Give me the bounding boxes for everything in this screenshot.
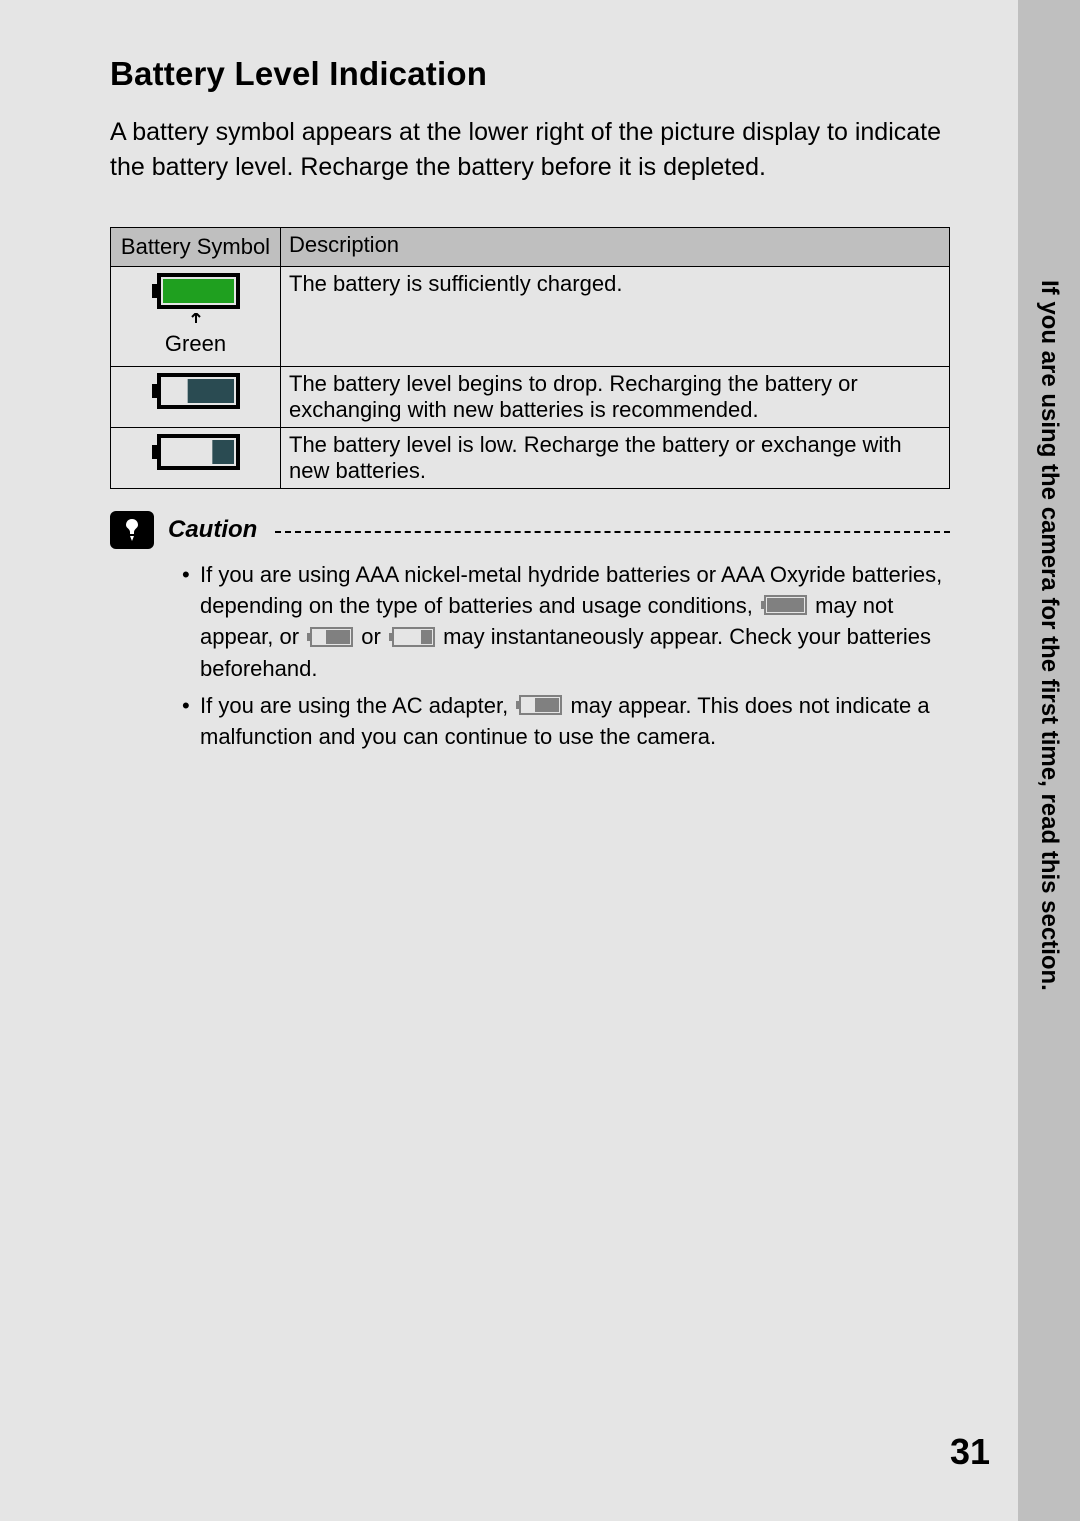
page-number: 31 <box>950 1431 990 1473</box>
caution-block: Caution If you are using AAA nickel-meta… <box>110 511 950 752</box>
battery-icon <box>152 273 240 309</box>
battery-icon <box>152 434 240 470</box>
battery-symbol-cell <box>111 367 281 428</box>
battery-table: Battery Symbol Description Green The batt… <box>110 227 950 489</box>
col-header-symbol: Battery Symbol <box>111 228 281 267</box>
table-row: The battery level is low. Recharge the b… <box>111 428 950 489</box>
caution-icon <box>110 511 154 549</box>
intro-text: A battery symbol appears at the lower ri… <box>110 115 950 185</box>
battery-desc-cell: The battery level is low. Recharge the b… <box>281 428 950 489</box>
side-tab: If you are using the camera for the firs… <box>1018 0 1080 1521</box>
caution-item: If you are using the AC adapter, may app… <box>182 690 950 752</box>
table-row: Green The battery is sufficiently charged… <box>111 267 950 367</box>
page-title: Battery Level Indication <box>110 55 950 93</box>
battery-symbol-cell: Green <box>111 267 281 367</box>
battery-symbol-label: Green <box>165 331 226 357</box>
pointer-icon <box>189 313 203 327</box>
table-row: The battery level begins to drop. Rechar… <box>111 367 950 428</box>
battery-inline-icon <box>516 695 562 715</box>
caution-header: Caution <box>110 511 950 549</box>
battery-symbol-cell <box>111 428 281 489</box>
battery-desc-cell: The battery level begins to drop. Rechar… <box>281 367 950 428</box>
caution-label: Caution <box>168 516 257 544</box>
battery-icon <box>152 373 240 409</box>
col-header-desc: Description <box>281 228 950 267</box>
battery-desc-cell: The battery is sufficiently charged. <box>281 267 950 367</box>
side-tab-text: If you are using the camera for the firs… <box>1035 280 1063 991</box>
battery-inline-icon <box>761 595 807 615</box>
caution-item: If you are using AAA nickel-metal hydrid… <box>182 559 950 684</box>
caution-divider <box>275 531 950 533</box>
caution-list: If you are using AAA nickel-metal hydrid… <box>182 559 950 752</box>
page-content: Battery Level Indication A battery symbo… <box>110 55 950 758</box>
battery-inline-icon <box>389 627 435 647</box>
battery-inline-icon <box>307 627 353 647</box>
